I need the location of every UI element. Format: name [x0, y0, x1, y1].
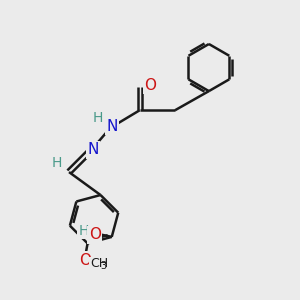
Text: O: O	[144, 78, 156, 93]
Text: N: N	[88, 142, 99, 158]
Text: H: H	[93, 112, 103, 125]
Text: O: O	[79, 253, 91, 268]
Text: N: N	[106, 119, 117, 134]
Text: 3: 3	[100, 261, 106, 271]
Text: CH: CH	[90, 257, 108, 271]
Text: O: O	[89, 227, 101, 242]
Text: H: H	[52, 156, 62, 170]
Text: H: H	[79, 224, 89, 238]
